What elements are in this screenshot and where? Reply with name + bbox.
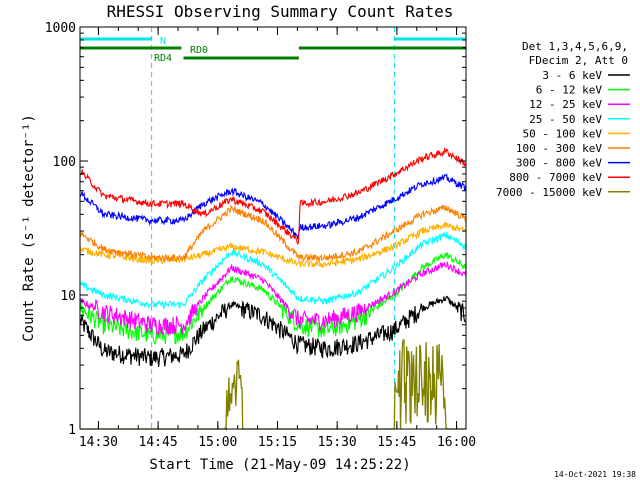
y-tick-label-0: 1 — [68, 423, 76, 438]
legend-entry-3: 25 - 50 keV — [529, 113, 602, 126]
legend-entry-8: 7000 - 15000 keV — [496, 186, 602, 199]
legend-entry-4: 50 - 100 keV — [523, 127, 603, 140]
series-line-3 — [79, 232, 467, 310]
series-line-4 — [79, 220, 467, 269]
x-tick-label-0: 14:30 — [79, 435, 118, 450]
legend-entry-0: 3 - 6 keV — [542, 69, 602, 82]
x-tick-label-5: 15:45 — [377, 435, 416, 450]
y-tick-label-1: 10 — [60, 289, 76, 304]
series-line-5 — [79, 204, 467, 263]
x-tick-label-6: 16:00 — [437, 435, 476, 450]
legend-entry-2: 12 - 25 keV — [529, 98, 602, 111]
y-axis-label: Count Rate (s⁻¹ detector⁻¹) — [21, 114, 37, 342]
legend-entry-7: 800 - 7000 keV — [509, 171, 602, 184]
plot-area: N RD0 RD4 — [79, 27, 467, 432]
x-axis-label: Start Time (21-May-09 14:25:22) — [149, 457, 410, 473]
x-tick-label-1: 14:45 — [139, 435, 178, 450]
series-line-6 — [79, 173, 467, 240]
x-tick-label-2: 15:00 — [198, 435, 237, 450]
attenuator-label-n: N — [160, 36, 166, 47]
legend: Det 1,3,4,5,6,9,FDecim 2, Att 0 3 - 6 keV… — [496, 40, 630, 199]
legend-entry-6: 300 - 800 keV — [516, 157, 602, 170]
series-line-2 — [79, 261, 467, 336]
x-tick-label-4: 15:30 — [318, 435, 357, 450]
y-tick-label-3: 1000 — [45, 21, 76, 36]
legend-header-0: Det 1,3,4,5,6,9, — [522, 40, 628, 53]
chart-title: RHESSI Observing Summary Count Rates — [107, 2, 454, 21]
attenuator-label-rd4: RD4 — [154, 53, 172, 64]
attenuator-label-rd0: RD0 — [190, 45, 208, 56]
legend-header-1: FDecim 2, Att 0 — [529, 54, 628, 67]
series-line-1 — [79, 251, 467, 345]
x-tick-label-3: 15:15 — [258, 435, 297, 450]
series-line-7 — [79, 146, 467, 246]
legend-entry-1: 6 - 12 keV — [536, 84, 603, 97]
axes: 14:30 14:45 15:00 15:15 15:30 15:45 16:00 1 10 10… — [45, 21, 476, 450]
plot-frame — [79, 26, 467, 430]
y-tick-label-2: 100 — [53, 155, 76, 170]
legend-entry-5: 100 - 300 keV — [516, 142, 602, 155]
series-line-0 — [79, 295, 467, 368]
timestamp: 14-Oct-2021 19:38 — [554, 470, 636, 479]
